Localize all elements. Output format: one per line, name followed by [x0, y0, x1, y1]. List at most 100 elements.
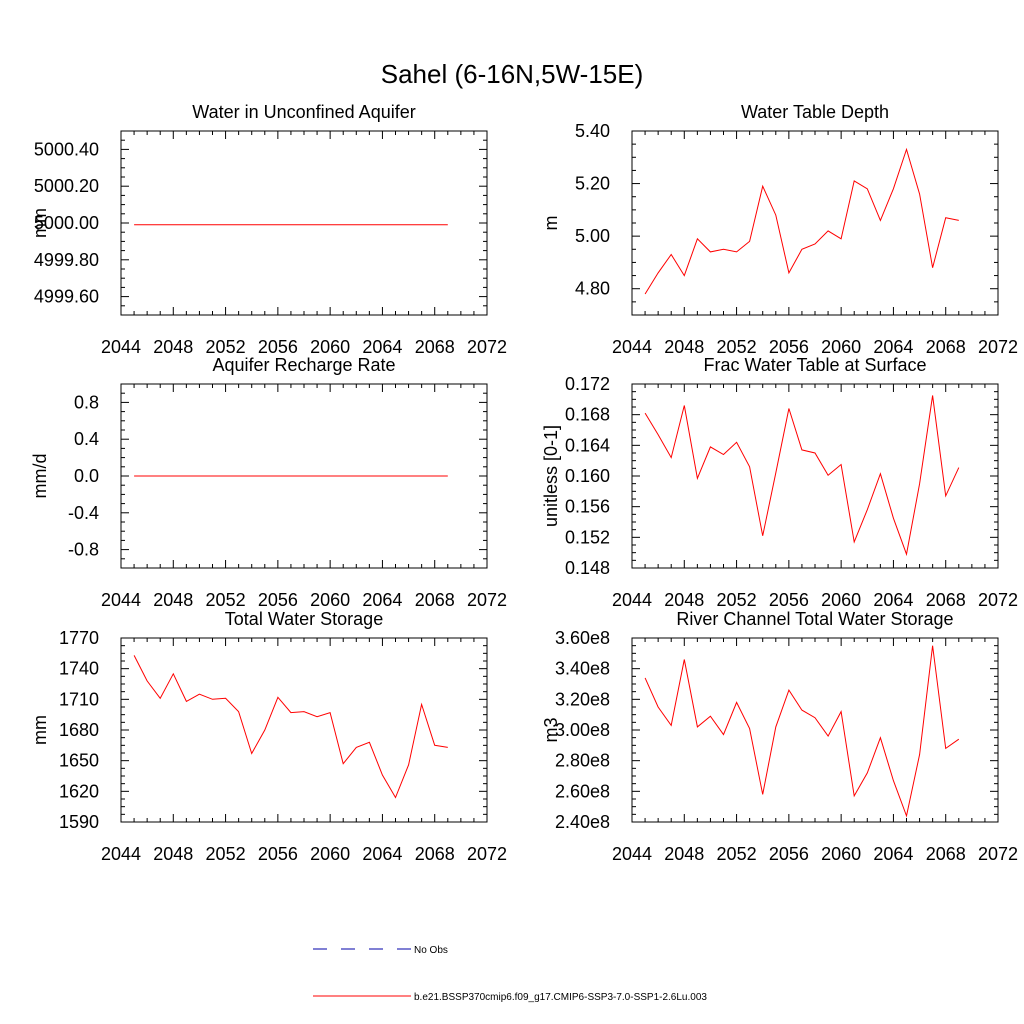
x-tick-label: 2064: [362, 590, 402, 610]
y-tick-label: 3.60e8: [555, 628, 610, 648]
panel-title: Frac Water Table at Surface: [703, 355, 926, 375]
y-axis-label: unitless [0-1]: [541, 425, 561, 527]
y-tick-label: 0.168: [565, 405, 610, 425]
x-tick-label: 2060: [821, 590, 861, 610]
y-axis-label: mm/d: [30, 454, 50, 499]
x-tick-label: 2044: [612, 844, 652, 864]
y-tick-label: 4.80: [575, 279, 610, 299]
x-tick-label: 2056: [769, 590, 809, 610]
panel-title: Aquifer Recharge Rate: [212, 355, 395, 375]
x-tick-label: 2068: [415, 590, 455, 610]
figure-title: Sahel (6-16N,5W-15E): [381, 59, 644, 89]
x-tick-label: 2052: [206, 590, 246, 610]
x-tick-label: 2064: [362, 337, 402, 357]
x-tick-label: 2052: [206, 337, 246, 357]
y-tick-label: 1680: [59, 720, 99, 740]
x-tick-label: 2060: [310, 337, 350, 357]
x-tick-label: 2052: [206, 844, 246, 864]
x-tick-label: 2044: [101, 844, 141, 864]
x-tick-label: 2044: [101, 590, 141, 610]
x-tick-label: 2068: [926, 844, 966, 864]
panel-4: Frac Water Table at Surface unitless [0-1…: [541, 355, 1018, 610]
y-tick-label: 1710: [59, 689, 99, 709]
y-tick-label: 0.4: [74, 429, 99, 449]
series-line: [644, 645, 960, 818]
y-tick-label: 3.40e8: [555, 659, 610, 679]
y-tick-label: -0.4: [68, 503, 99, 523]
panel-1: Water in Unconfined Aquifer mm 2044 2048 205…: [30, 102, 507, 357]
x-tick-label: 2056: [258, 590, 298, 610]
y-tick-label: 4999.60: [34, 287, 99, 307]
x-tick-label: 2072: [978, 844, 1018, 864]
y-tick-label: 0.8: [74, 392, 99, 412]
panel-title: Water Table Depth: [741, 102, 889, 122]
x-tick-label: 2052: [717, 844, 757, 864]
y-axis-label: mm: [30, 715, 50, 745]
x-tick-label: 2060: [310, 590, 350, 610]
plot-frame: [631, 130, 999, 316]
x-tick-label: 2044: [612, 337, 652, 357]
y-tick-label: 0.160: [565, 466, 610, 486]
y-tick-label: 3.20e8: [555, 689, 610, 709]
series-line: [644, 147, 959, 295]
x-tick-label: 2064: [873, 844, 913, 864]
x-tick-label: 2048: [664, 590, 704, 610]
y-tick-label: 1740: [59, 659, 99, 679]
y-tick-label: 4999.80: [34, 250, 99, 270]
panel-title: Water in Unconfined Aquifer: [192, 102, 415, 122]
panels-group: Water in Unconfined Aquifer mm 2044 2048 205…: [30, 102, 1018, 864]
x-tick-label: 2072: [467, 590, 507, 610]
x-tick-label: 2068: [415, 337, 455, 357]
x-tick-label: 2068: [415, 844, 455, 864]
y-axis-label: m: [541, 216, 561, 231]
x-tick-label: 2064: [873, 337, 913, 357]
y-tick-label: 0.156: [565, 497, 610, 517]
y-tick-label: 1590: [59, 812, 99, 832]
y-tick-label: 5000.00: [34, 213, 99, 233]
x-tick-label: 2044: [612, 590, 652, 610]
panel-3: Aquifer Recharge Rate mm/d 2044 2048 2052 205…: [30, 355, 507, 610]
legend-obs-label: No Obs: [414, 945, 448, 956]
x-tick-label: 2060: [310, 844, 350, 864]
y-tick-label: 1770: [59, 628, 99, 648]
x-tick-label: 2068: [926, 590, 966, 610]
x-tick-label: 2064: [873, 590, 913, 610]
y-tick-label: 1620: [59, 781, 99, 801]
x-tick-label: 2048: [153, 844, 193, 864]
x-tick-label: 2072: [467, 337, 507, 357]
x-tick-label: 2044: [101, 337, 141, 357]
x-tick-label: 2048: [153, 337, 193, 357]
x-tick-label: 2072: [978, 337, 1018, 357]
x-tick-label: 2056: [769, 337, 809, 357]
y-tick-label: 2.60e8: [555, 781, 610, 801]
x-tick-label: 2060: [821, 844, 861, 864]
y-tick-label: 5.40: [575, 121, 610, 141]
x-tick-label: 2060: [821, 337, 861, 357]
y-tick-label: 3.00e8: [555, 720, 610, 740]
series-line: [644, 395, 960, 557]
x-tick-label: 2072: [978, 590, 1018, 610]
x-tick-label: 2056: [258, 844, 298, 864]
y-tick-label: 5000.20: [34, 176, 99, 196]
y-tick-label: 5000.40: [34, 139, 99, 159]
y-tick-label: 1650: [59, 751, 99, 771]
x-tick-label: 2048: [664, 337, 704, 357]
plot-frame: [120, 130, 488, 316]
y-tick-label: 2.80e8: [555, 751, 610, 771]
y-tick-label: 0.152: [565, 527, 610, 547]
y-tick-label: 0.164: [565, 435, 610, 455]
x-tick-label: 2052: [717, 337, 757, 357]
legend-model-label: b.e21.BSSP370cmip6.f09_g17.CMIP6-SSP3-7.…: [414, 992, 707, 1003]
panel-2: Water Table Depth m 2044 2048 2052 2056 2060 20…: [541, 102, 1018, 357]
legend: No Obs b.e21.BSSP370cmip6.f09_g17.CMIP6-…: [313, 945, 707, 1003]
x-tick-label: 2048: [153, 590, 193, 610]
x-tick-label: 2048: [664, 844, 704, 864]
plot-frame: [120, 637, 488, 823]
x-tick-label: 2052: [717, 590, 757, 610]
panel-title: Total Water Storage: [225, 609, 383, 629]
y-tick-label: 0.172: [565, 374, 610, 394]
x-tick-label: 2056: [769, 844, 809, 864]
x-tick-label: 2064: [362, 844, 402, 864]
y-tick-label: 2.40e8: [555, 812, 610, 832]
